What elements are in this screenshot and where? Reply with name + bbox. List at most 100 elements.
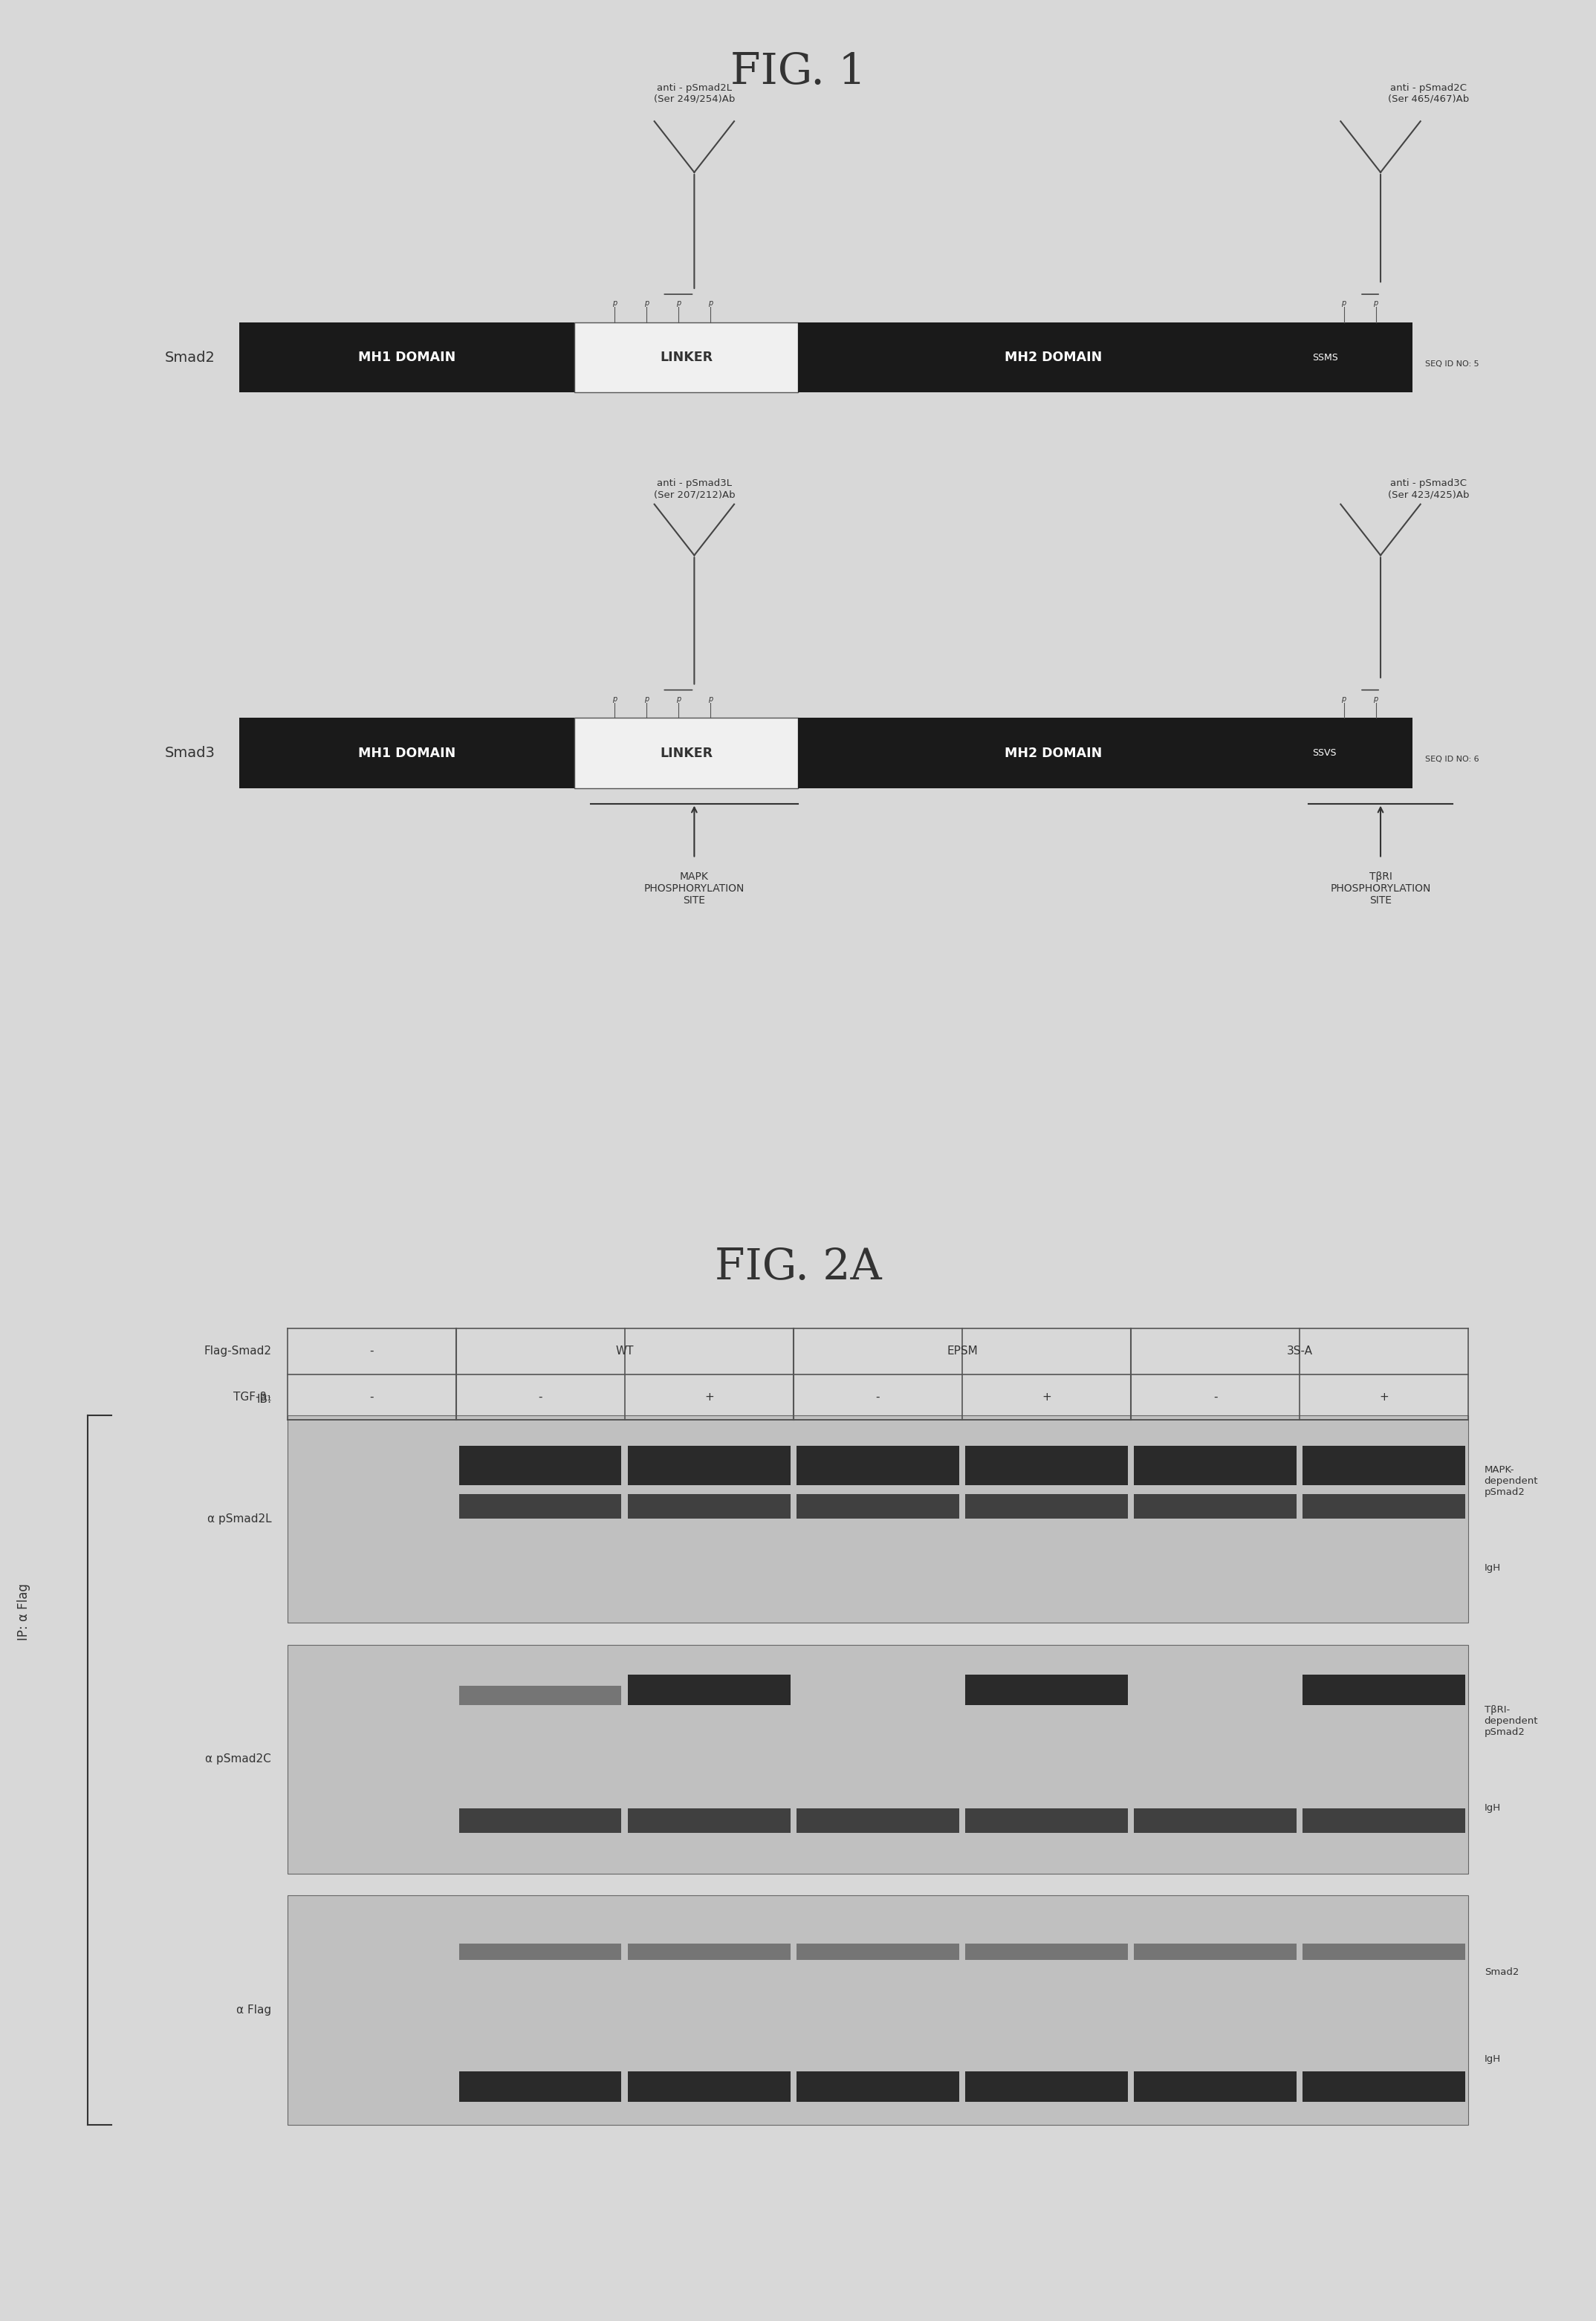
Bar bbox=[966, 2070, 1128, 2103]
FancyBboxPatch shape bbox=[798, 323, 1309, 392]
Bar bbox=[1302, 1676, 1465, 1706]
Text: anti - pSmad3L
(Ser 207/212)Ab: anti - pSmad3L (Ser 207/212)Ab bbox=[653, 478, 736, 499]
Text: Flag-Smad2: Flag-Smad2 bbox=[204, 1346, 271, 1358]
Text: α pSmad2C: α pSmad2C bbox=[206, 1755, 271, 1764]
Bar bbox=[796, 1808, 959, 1834]
Text: p: p bbox=[709, 696, 712, 703]
Text: -: - bbox=[370, 1393, 373, 1402]
Bar bbox=[796, 1446, 959, 1485]
Bar bbox=[287, 1646, 1468, 1873]
Bar bbox=[966, 1446, 1128, 1485]
Text: α pSmad2L: α pSmad2L bbox=[207, 1513, 271, 1525]
Text: LINKER: LINKER bbox=[659, 747, 713, 759]
FancyBboxPatch shape bbox=[575, 323, 798, 392]
Text: TβRI
PHOSPHORYLATION
SITE: TβRI PHOSPHORYLATION SITE bbox=[1329, 870, 1432, 905]
Bar bbox=[1302, 1495, 1465, 1518]
Text: FIG. 1: FIG. 1 bbox=[731, 51, 865, 93]
Text: SSVS: SSVS bbox=[1312, 747, 1336, 759]
Text: p: p bbox=[677, 696, 680, 703]
Text: MH2 DOMAIN: MH2 DOMAIN bbox=[1004, 747, 1103, 759]
FancyBboxPatch shape bbox=[575, 717, 798, 789]
Text: IP: α Flag: IP: α Flag bbox=[18, 1583, 30, 1641]
Text: p: p bbox=[645, 299, 648, 306]
Text: SSMS: SSMS bbox=[1312, 353, 1337, 362]
Text: WT: WT bbox=[616, 1346, 634, 1358]
Text: EPSM: EPSM bbox=[946, 1346, 978, 1358]
Bar bbox=[627, 1446, 790, 1485]
Bar bbox=[460, 1685, 621, 1706]
FancyBboxPatch shape bbox=[798, 717, 1309, 789]
Text: +: + bbox=[1379, 1393, 1389, 1402]
Text: 3S-A: 3S-A bbox=[1286, 1346, 1312, 1358]
FancyBboxPatch shape bbox=[1309, 323, 1412, 392]
Bar bbox=[287, 1896, 1468, 2124]
Text: p: p bbox=[1342, 696, 1345, 703]
Text: IgH: IgH bbox=[1484, 2054, 1500, 2063]
Text: IgH: IgH bbox=[1484, 1803, 1500, 1813]
Text: FIG. 2A: FIG. 2A bbox=[715, 1246, 881, 1288]
Text: Smad3: Smad3 bbox=[164, 745, 215, 761]
Text: MAPK
PHOSPHORYLATION
SITE: MAPK PHOSPHORYLATION SITE bbox=[643, 870, 745, 905]
Bar bbox=[796, 2070, 959, 2103]
Text: p: p bbox=[613, 696, 616, 703]
Bar bbox=[460, 1808, 621, 1834]
Bar bbox=[796, 1495, 959, 1518]
Bar bbox=[460, 1446, 621, 1485]
Text: MH1 DOMAIN: MH1 DOMAIN bbox=[358, 350, 456, 364]
Bar bbox=[1135, 1446, 1296, 1485]
Text: LINKER: LINKER bbox=[659, 350, 713, 364]
Text: p: p bbox=[1374, 696, 1377, 703]
Text: IB:: IB: bbox=[257, 1393, 271, 1404]
Text: anti - pSmad2L
(Ser 249/254)Ab: anti - pSmad2L (Ser 249/254)Ab bbox=[654, 84, 734, 104]
Text: TGF-β₁: TGF-β₁ bbox=[233, 1393, 271, 1402]
FancyBboxPatch shape bbox=[239, 717, 575, 789]
Bar bbox=[627, 1808, 790, 1834]
Bar bbox=[627, 1943, 790, 1959]
Bar bbox=[287, 1416, 1468, 1622]
Text: -: - bbox=[538, 1393, 543, 1402]
Text: p: p bbox=[709, 299, 712, 306]
Text: SEQ ID NO: 6: SEQ ID NO: 6 bbox=[1425, 757, 1479, 764]
Bar bbox=[1302, 1943, 1465, 1959]
Text: -: - bbox=[876, 1393, 879, 1402]
Bar bbox=[796, 1943, 959, 1959]
Bar bbox=[460, 2070, 621, 2103]
Bar bbox=[627, 2070, 790, 2103]
Text: MAPK-
dependent
pSmad2: MAPK- dependent pSmad2 bbox=[1484, 1465, 1539, 1497]
Text: TβRI-
dependent
pSmad2: TβRI- dependent pSmad2 bbox=[1484, 1706, 1539, 1736]
Bar bbox=[1302, 2070, 1465, 2103]
Text: anti - pSmad3C
(Ser 423/425)Ab: anti - pSmad3C (Ser 423/425)Ab bbox=[1389, 478, 1468, 499]
Bar bbox=[966, 1943, 1128, 1959]
Text: IgH: IgH bbox=[1484, 1564, 1500, 1574]
FancyBboxPatch shape bbox=[1309, 717, 1412, 789]
Bar bbox=[627, 1495, 790, 1518]
Bar bbox=[1135, 2070, 1296, 2103]
Bar bbox=[1302, 1808, 1465, 1834]
Text: Smad2: Smad2 bbox=[1484, 1968, 1519, 1977]
FancyBboxPatch shape bbox=[239, 323, 575, 392]
Text: anti - pSmad2C
(Ser 465/467)Ab: anti - pSmad2C (Ser 465/467)Ab bbox=[1389, 84, 1468, 104]
Bar bbox=[1135, 1808, 1296, 1834]
Text: α Flag: α Flag bbox=[236, 2005, 271, 2015]
Bar bbox=[1135, 1943, 1296, 1959]
Bar bbox=[966, 1808, 1128, 1834]
Text: p: p bbox=[677, 299, 680, 306]
Text: p: p bbox=[645, 696, 648, 703]
Bar bbox=[460, 1943, 621, 1959]
Bar bbox=[627, 1676, 790, 1706]
Bar bbox=[460, 1495, 621, 1518]
Bar bbox=[1302, 1446, 1465, 1485]
Text: -: - bbox=[1213, 1393, 1218, 1402]
Text: Smad2: Smad2 bbox=[164, 350, 215, 364]
Text: p: p bbox=[1342, 299, 1345, 306]
Text: MH2 DOMAIN: MH2 DOMAIN bbox=[1004, 350, 1103, 364]
Bar bbox=[966, 1495, 1128, 1518]
Bar bbox=[966, 1676, 1128, 1706]
Text: -: - bbox=[370, 1346, 373, 1358]
Bar bbox=[1135, 1495, 1296, 1518]
Text: SEQ ID NO: 5: SEQ ID NO: 5 bbox=[1425, 360, 1479, 367]
Text: p: p bbox=[1374, 299, 1377, 306]
Text: +: + bbox=[704, 1393, 713, 1402]
Text: p: p bbox=[613, 299, 616, 306]
Text: +: + bbox=[1042, 1393, 1052, 1402]
